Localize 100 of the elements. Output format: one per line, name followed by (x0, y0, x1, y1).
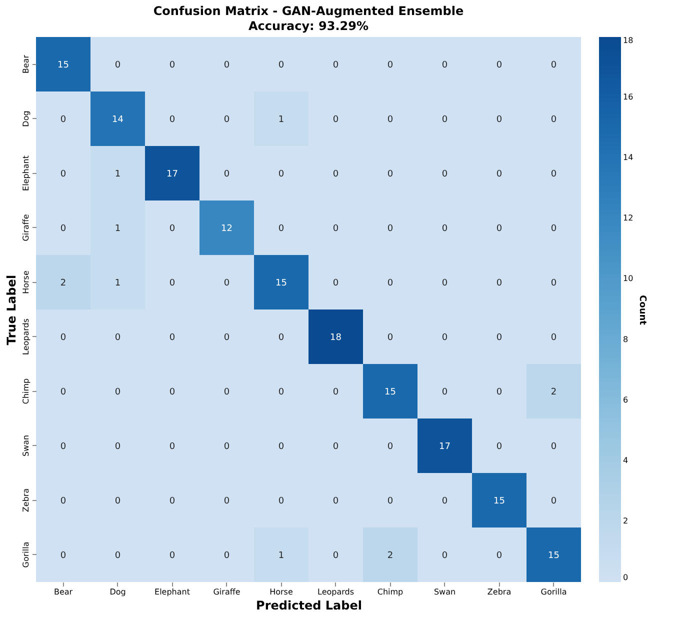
data-label: 0 (224, 114, 230, 125)
color-bar-label: 12 (623, 214, 634, 223)
data-label: 0 (60, 442, 66, 452)
data-label: 2 (60, 278, 66, 288)
data-label: 0 (224, 278, 230, 288)
data-label: 0 (332, 60, 339, 70)
data-label: 0 (114, 332, 121, 343)
data-label: 0 (278, 442, 284, 452)
data-label: 0 (60, 387, 66, 398)
data-label: 0 (60, 224, 66, 234)
data-label: 0 (332, 387, 339, 398)
data-label: 15 (58, 60, 69, 70)
color-bar-label: 18 (623, 36, 634, 45)
data-label: 0 (169, 496, 176, 506)
data-label: 0 (496, 60, 502, 70)
data-label: 0 (387, 169, 394, 180)
data-label: 0 (169, 550, 176, 561)
data-label: 0 (169, 278, 176, 288)
y-tick-label: Swan (22, 434, 30, 457)
data-label: 0 (496, 278, 502, 288)
chart-subtitle: Accuracy: 93.29% (248, 19, 368, 33)
color-bar-label: 0 (623, 573, 628, 582)
data-label: 0 (169, 60, 176, 70)
data-label: 0 (442, 114, 448, 125)
data-label: 0 (550, 60, 557, 70)
data-label: 0 (224, 60, 230, 70)
data-label: 0 (387, 278, 394, 288)
data-label: 0 (550, 169, 557, 180)
data-label: 0 (114, 550, 121, 561)
data-label: 0 (224, 550, 230, 561)
data-label: 0 (169, 442, 176, 452)
data-label: 0 (224, 496, 230, 506)
data-label: 0 (332, 114, 339, 125)
data-label: 0 (442, 60, 448, 70)
x-tick-label: Leopards (317, 588, 354, 596)
y-tick-label: Leopards (22, 318, 30, 356)
x-tick-label: Zebra (487, 588, 512, 596)
y-tick-label: Zebra (22, 488, 30, 512)
data-label: 15 (276, 278, 287, 288)
data-label: 0 (332, 169, 339, 180)
data-label: 0 (169, 332, 176, 343)
data-label: 0 (60, 550, 66, 561)
x-tick-label: Giraffe (213, 588, 240, 596)
data-label: 0 (442, 550, 448, 561)
data-label: 0 (114, 60, 121, 70)
data-label: 0 (60, 114, 66, 125)
y-tick-label: Chimp (22, 378, 30, 404)
x-tick-label: Bear (54, 588, 74, 596)
data-label: 0 (387, 332, 394, 343)
x-tick-label: Dog (110, 588, 126, 596)
data-label: 0 (550, 442, 557, 452)
data-label: 1 (278, 550, 284, 561)
color-bar-label: 4 (623, 456, 628, 465)
data-label: 0 (224, 169, 230, 180)
data-label: 0 (442, 278, 448, 288)
data-label: 2 (387, 550, 394, 561)
data-label: 12 (221, 224, 232, 234)
x-axis-title: Predicted Label (256, 598, 362, 612)
data-label: 0 (278, 496, 284, 506)
y-tick-label: Bear (22, 54, 30, 74)
data-label: 0 (332, 550, 339, 561)
data-label: 17 (439, 442, 450, 452)
data-label: 0 (169, 224, 176, 234)
data-label: 0 (278, 169, 284, 180)
data-label: 0 (496, 550, 502, 561)
data-label: 1 (114, 224, 121, 234)
data-label: 0 (278, 224, 284, 234)
color-bar-label: 10 (623, 274, 634, 284)
data-label: 15 (494, 496, 505, 506)
y-axis-title: True Label (4, 274, 18, 346)
data-label: 0 (442, 332, 448, 343)
x-tick-label: Gorilla (540, 588, 567, 596)
data-label: 0 (550, 332, 557, 343)
y-tick-label: Gorilla (22, 542, 30, 568)
data-label: 0 (387, 224, 394, 234)
data-label: 0 (332, 442, 339, 452)
data-label: 0 (387, 442, 394, 452)
data-label: 1 (114, 278, 121, 288)
color-bar-label: 6 (623, 395, 628, 404)
y-tick-label: Giraffe (22, 214, 30, 242)
x-tick-label: Horse (270, 588, 293, 596)
color-bar-label: 16 (623, 92, 634, 102)
data-label: 0 (442, 224, 448, 234)
data-label: 0 (550, 278, 557, 288)
data-label: 0 (169, 114, 176, 125)
data-label: 0 (60, 169, 66, 180)
data-label: 18 (330, 332, 342, 343)
data-label: 0 (224, 442, 230, 452)
data-label: 0 (387, 60, 394, 70)
chart-title: Confusion Matrix - GAN-Augmented Ensemble (153, 4, 464, 18)
x-tick-label: Elephant (154, 588, 190, 596)
data-label: 2 (550, 387, 557, 398)
data-label: 0 (387, 114, 394, 125)
data-label: 0 (496, 224, 502, 234)
data-label: 0 (114, 387, 121, 398)
data-label: 0 (550, 114, 557, 125)
data-label: 0 (332, 278, 339, 288)
data-label: 0 (550, 224, 557, 234)
data-label: 0 (60, 496, 66, 506)
data-label: 0 (278, 332, 284, 343)
